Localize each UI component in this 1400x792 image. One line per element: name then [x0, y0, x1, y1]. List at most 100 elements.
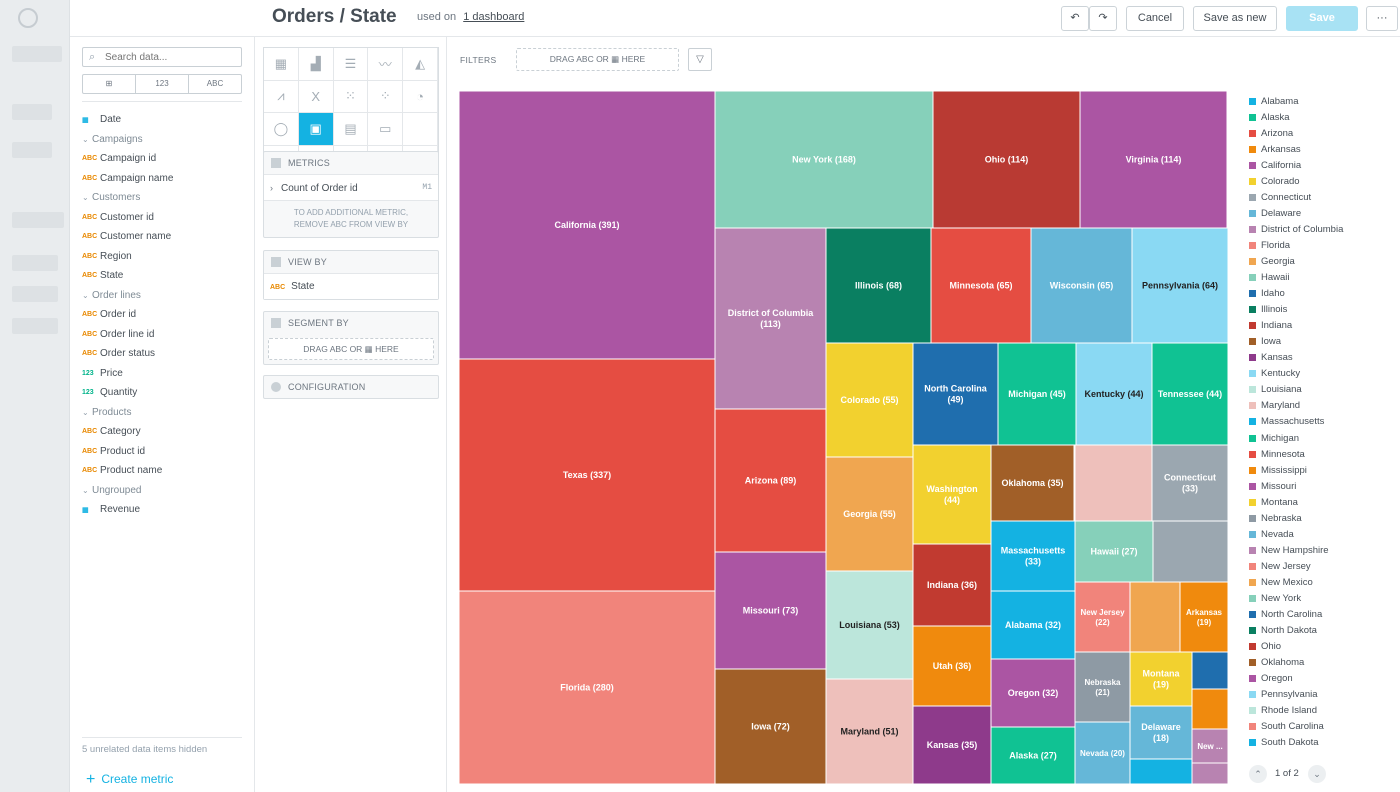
pie-chart-icon[interactable]: ◔: [403, 80, 438, 113]
legend-item[interactable]: Pennsylvania: [1249, 687, 1399, 703]
legend-item[interactable]: Massachusetts: [1249, 414, 1399, 430]
treemap-tile[interactable]: [1191, 728, 1229, 764]
legend-item[interactable]: North Carolina: [1249, 607, 1399, 623]
treemap-tile[interactable]: [1131, 227, 1229, 344]
segment-by-dropzone[interactable]: DRAG ABC OR ▦ HERE: [268, 338, 434, 360]
search-input[interactable]: [105, 50, 237, 64]
catalog-item[interactable]: ABC Order id: [82, 305, 247, 325]
save-as-new-button[interactable]: Save as new: [1193, 6, 1277, 31]
area-chart-icon[interactable]: ◭: [403, 48, 438, 81]
treemap-tile[interactable]: [459, 590, 716, 784]
heatmap-icon[interactable]: ▤: [333, 113, 369, 146]
treemap-tile[interactable]: [1129, 705, 1193, 760]
treemap-tile[interactable]: [1151, 444, 1229, 522]
catalog-item[interactable]: ABC Order line id: [82, 325, 247, 345]
table-icon[interactable]: ▦: [264, 48, 299, 81]
headline-icon[interactable]: ▭: [368, 113, 404, 146]
legend-item[interactable]: Alabama: [1249, 93, 1399, 109]
legend-item[interactable]: Florida: [1249, 237, 1399, 253]
redo-button[interactable]: ↷: [1089, 6, 1117, 31]
scatter-plot-icon[interactable]: ⁙: [333, 80, 369, 113]
bar-chart-icon[interactable]: ☰: [333, 48, 369, 81]
treemap-tile[interactable]: [990, 590, 1076, 660]
catalog-item[interactable]: ABC Customer id: [82, 208, 247, 228]
catalog-item[interactable]: ABC Campaign name: [82, 169, 247, 189]
treemap-tile[interactable]: [714, 91, 934, 229]
view-by-item[interactable]: ABC State: [264, 273, 438, 299]
treemap-tile[interactable]: [825, 227, 932, 344]
legend-item[interactable]: Alaska: [1249, 109, 1399, 125]
catalog-group[interactable]: ⌄ Campaigns: [82, 130, 247, 150]
treemap-tile[interactable]: [1191, 651, 1229, 690]
type-filter-all[interactable]: ⊞: [83, 75, 136, 93]
legend-page-down-button[interactable]: ⌄: [1308, 765, 1326, 783]
legend-item[interactable]: Mississippi: [1249, 462, 1399, 478]
legend-item[interactable]: Minnesota: [1249, 446, 1399, 462]
legend-item[interactable]: Ohio: [1249, 639, 1399, 655]
catalog-item[interactable]: ABC Product id: [82, 442, 247, 462]
treemap-tile[interactable]: [932, 91, 1081, 229]
treemap-tile[interactable]: [714, 551, 827, 670]
legend-item[interactable]: Kentucky: [1249, 366, 1399, 382]
legend-item[interactable]: Nevada: [1249, 526, 1399, 542]
treemap-tile[interactable]: [825, 342, 914, 458]
cancel-button[interactable]: Cancel: [1126, 6, 1184, 31]
treemap-tile[interactable]: [825, 678, 914, 784]
legend-item[interactable]: Delaware: [1249, 205, 1399, 221]
legend-item[interactable]: Montana: [1249, 494, 1399, 510]
catalog-item[interactable]: ABC State: [82, 266, 247, 286]
catalog-group[interactable]: ⌄ Ungrouped: [82, 481, 247, 501]
legend-item[interactable]: District of Columbia: [1249, 221, 1399, 237]
more-button[interactable]: ···: [1366, 6, 1398, 31]
legend-item[interactable]: Oregon: [1249, 671, 1399, 687]
treemap-tile[interactable]: [459, 91, 716, 360]
treemap-tile[interactable]: [1079, 91, 1228, 229]
undo-button[interactable]: ↶: [1061, 6, 1089, 31]
column-chart-icon[interactable]: ▟: [298, 48, 334, 81]
line-chart-icon[interactable]: 〰: [368, 48, 404, 81]
catalog-item[interactable]: ABC Customer name: [82, 227, 247, 247]
legend-item[interactable]: Michigan: [1249, 430, 1399, 446]
legend-item[interactable]: Colorado: [1249, 173, 1399, 189]
legend-item[interactable]: Connecticut: [1249, 189, 1399, 205]
catalog-item[interactable]: ABC Campaign id: [82, 149, 247, 169]
legend-item[interactable]: Indiana: [1249, 318, 1399, 334]
chevron-right-icon[interactable]: ›: [270, 183, 273, 193]
treemap-tile[interactable]: [1129, 651, 1193, 707]
legend-item[interactable]: South Carolina: [1249, 719, 1399, 735]
combo-chart-icon[interactable]: ⩘: [264, 80, 299, 113]
treemap-tile[interactable]: [990, 726, 1076, 784]
legend-item[interactable]: Idaho: [1249, 286, 1399, 302]
treemap-tile[interactable]: [990, 658, 1076, 728]
treemap-tile[interactable]: [1191, 688, 1229, 730]
type-filter-numeric[interactable]: 123: [136, 75, 189, 93]
catalog-item[interactable]: ▦ Date: [82, 110, 247, 130]
bubble-chart-icon[interactable]: ⁘: [368, 80, 404, 113]
legend-item[interactable]: Louisiana: [1249, 382, 1399, 398]
treemap-tile[interactable]: [714, 408, 827, 553]
legend-item[interactable]: New York: [1249, 590, 1399, 606]
treemap-tile[interactable]: [714, 227, 827, 410]
legend-item[interactable]: New Hampshire: [1249, 542, 1399, 558]
treemap-tile[interactable]: [990, 444, 1075, 522]
legend-item[interactable]: Kansas: [1249, 350, 1399, 366]
legend-item[interactable]: Arkansas: [1249, 141, 1399, 157]
catalog-item[interactable]: 123 Quantity: [82, 383, 247, 403]
type-filter-text[interactable]: ABC: [206, 79, 224, 88]
legend-item[interactable]: Maryland: [1249, 398, 1399, 414]
treemap-tile[interactable]: [1074, 721, 1131, 784]
legend-item[interactable]: Nebraska: [1249, 510, 1399, 526]
treemap-tile[interactable]: [912, 444, 992, 545]
treemap-tile[interactable]: [1179, 581, 1229, 653]
treemap-tile[interactable]: [1074, 581, 1131, 653]
treemap-icon[interactable]: ▣: [298, 113, 334, 146]
treemap-tile[interactable]: [1129, 758, 1193, 784]
catalog-search[interactable]: ⌕: [82, 47, 242, 67]
legend-item[interactable]: Georgia: [1249, 253, 1399, 269]
catalog-group[interactable]: ⌄ Customers: [82, 188, 247, 208]
catalog-item[interactable]: 123 Price: [82, 364, 247, 384]
legend-item[interactable]: Oklahoma: [1249, 655, 1399, 671]
treemap-tile[interactable]: [930, 227, 1032, 344]
catalog-item[interactable]: ABC Region: [82, 247, 247, 267]
legend-page-up-button[interactable]: ⌃: [1249, 765, 1267, 783]
